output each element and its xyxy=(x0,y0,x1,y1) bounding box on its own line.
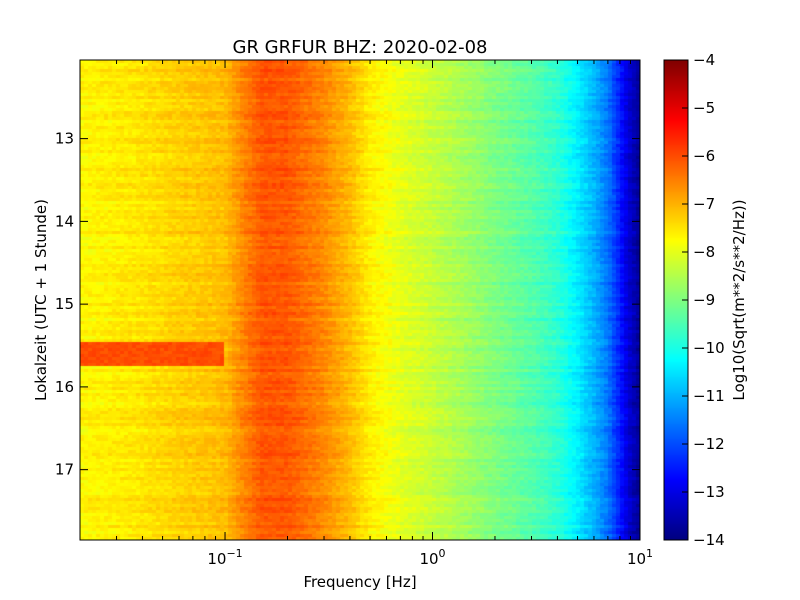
colorbar-ticks: −4 −5 −6 −7 −8 −9 −10 −11 −12 −13 −14 xyxy=(682,51,725,549)
y-tick-label: 17 xyxy=(55,461,74,479)
colorbar-tick-label: −10 xyxy=(693,339,725,357)
colorbar-tick-label: −14 xyxy=(693,531,725,549)
colorbar-tick-label: −9 xyxy=(693,291,715,309)
y-tick-label: 13 xyxy=(55,130,74,148)
x-tick-label: 100 xyxy=(419,547,445,568)
y-axis-label: Lokalzeit (UTC + 1 Stunde) xyxy=(32,199,50,401)
y-tick-label: 16 xyxy=(55,378,74,396)
y-axis-ticks: 13 14 15 16 17 xyxy=(55,130,640,479)
chart-title: GR GRFUR BHZ: 2020-02-08 xyxy=(233,37,488,58)
x-tick-label: 101 xyxy=(627,547,653,568)
colorbar-tick-label: −5 xyxy=(693,99,715,117)
colorbar-tick-label: −12 xyxy=(693,435,725,453)
colorbar-tick-label: −4 xyxy=(693,51,715,69)
heatmap-area xyxy=(80,60,640,540)
x-tick-label: 10−1 xyxy=(207,547,242,568)
colorbar-tick-label: −7 xyxy=(693,195,715,213)
colorbar-tick-label: −8 xyxy=(693,243,715,261)
colorbar-label: Log10(Sqrt(m**2/s**2/Hz)) xyxy=(730,199,748,400)
colorbar-tick-label: −6 xyxy=(693,147,715,165)
y-tick-label: 15 xyxy=(55,295,74,313)
x-axis-ticks: 10−1 100 101 xyxy=(79,60,653,568)
plot-frame xyxy=(79,59,641,541)
x-axis-label: Frequency [Hz] xyxy=(303,573,416,591)
y-tick-label: 14 xyxy=(55,212,74,230)
colorbar-tick-label: −13 xyxy=(693,483,725,501)
colorbar-tick-label: −11 xyxy=(693,387,725,405)
